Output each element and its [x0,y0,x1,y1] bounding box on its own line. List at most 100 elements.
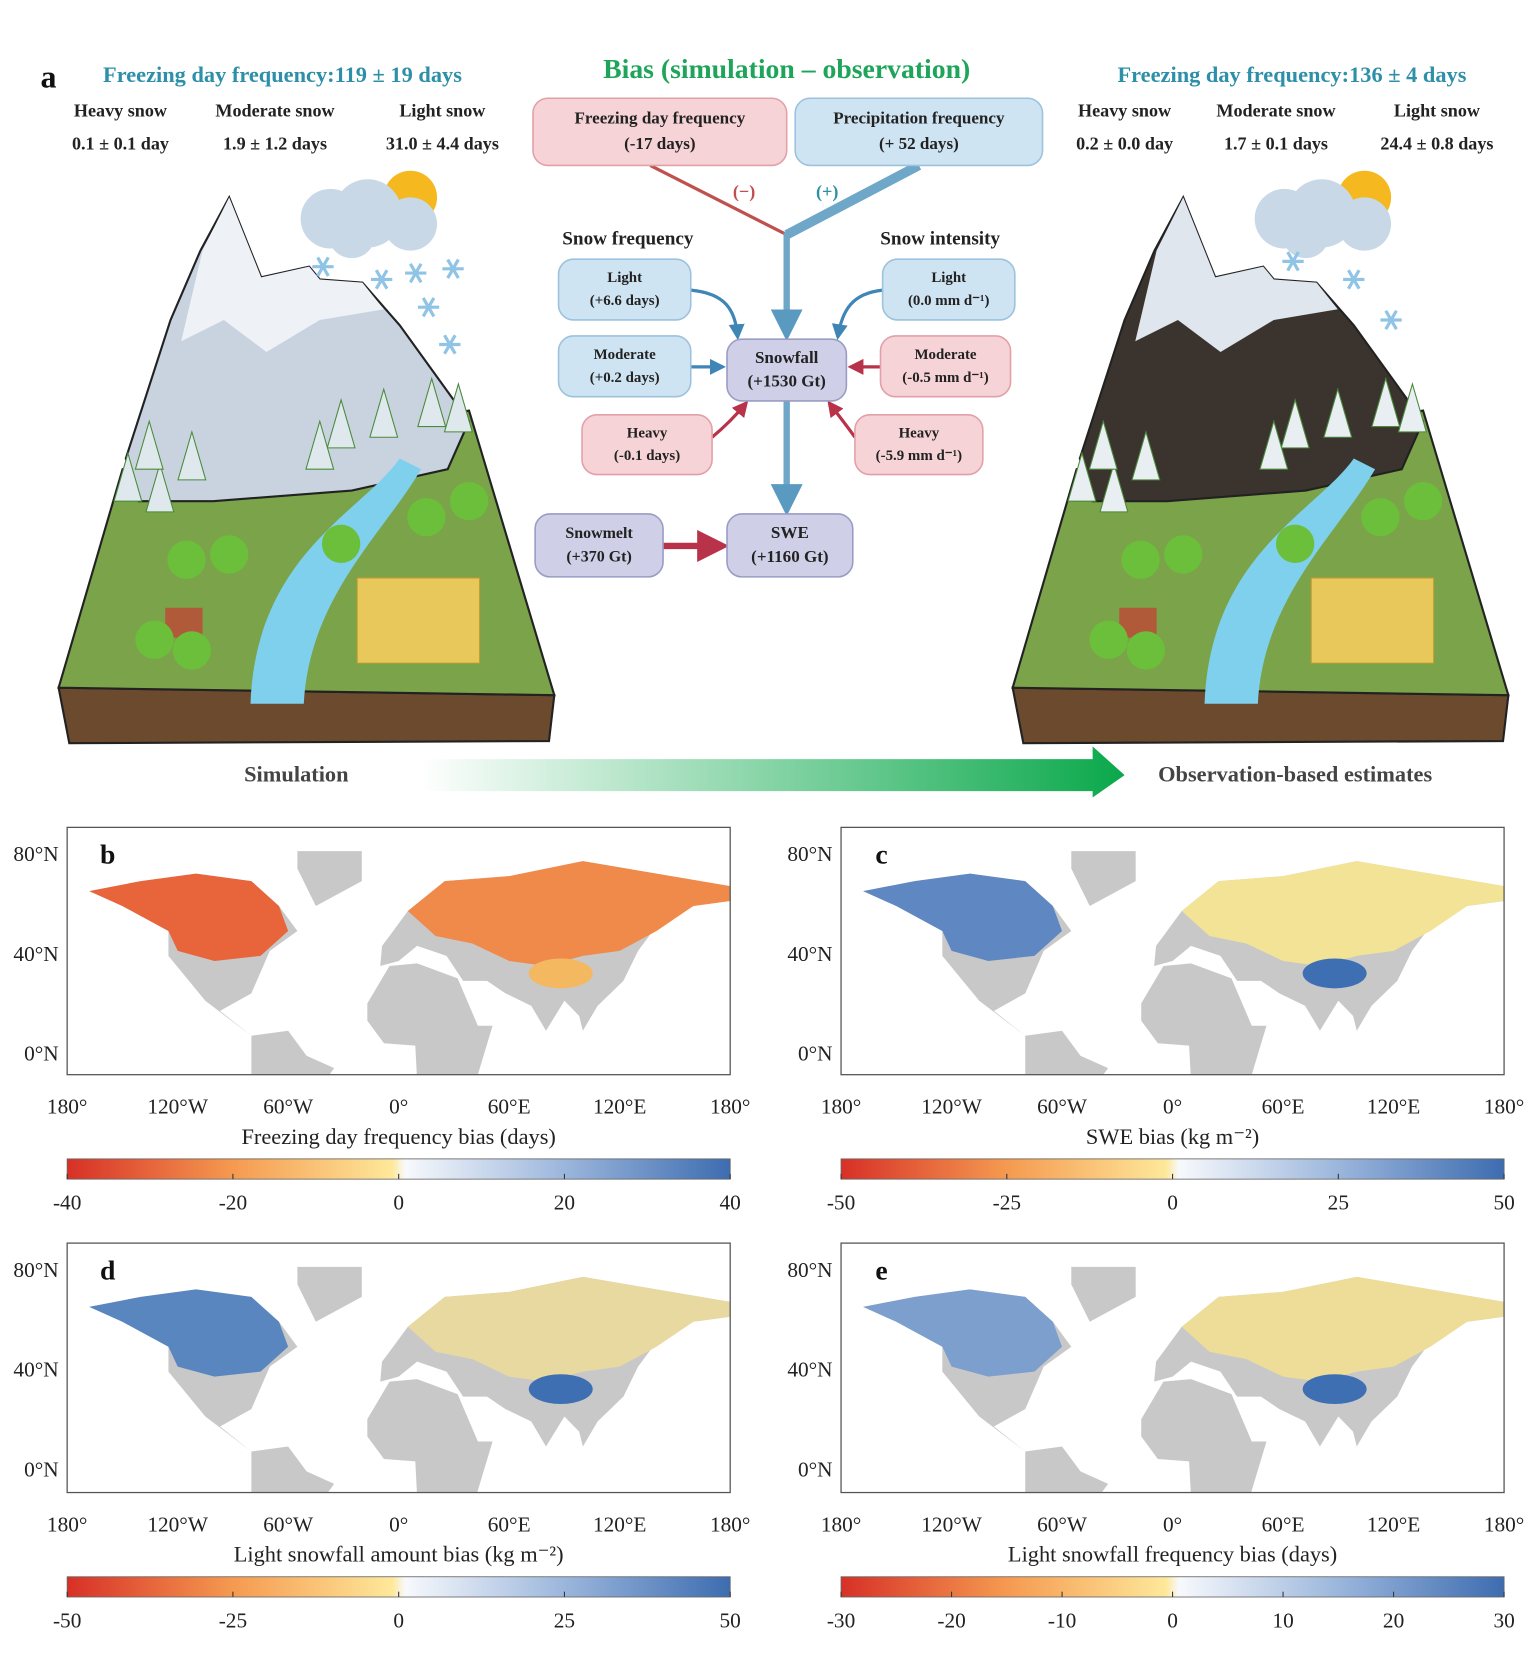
tree [305,419,335,470]
label: Freezing day frequency bias (days) [241,1124,555,1149]
label: 1.9 ± 1.2 days [223,133,327,153]
label: Bias (simulation – observation) [603,53,970,84]
connector [784,161,922,239]
land [1141,963,1267,1075]
cloud [383,197,438,251]
node-box [581,414,713,476]
label: Snow frequency [562,228,694,249]
label: 0° [1163,1095,1182,1119]
label: 0.2 ± 0.0 day [1076,133,1173,153]
label: Moderate [594,347,656,363]
map-frame [66,1242,731,1494]
tree [326,397,356,449]
label: -25 [993,1191,1021,1215]
label: -50 [53,1608,81,1632]
label: 180° [1484,1095,1524,1119]
label: Precipitation frequency [833,109,1005,128]
label: Heavy snow [1078,100,1171,120]
label: (+370 Gt) [566,549,631,566]
label: 30 [1493,1608,1514,1632]
label: (+0.2 days) [590,370,660,386]
label: Moderate [914,347,976,363]
tree [1099,461,1129,513]
label: 180° [1484,1513,1524,1537]
label: Heavy [899,425,940,441]
map [863,851,1505,1075]
tree [1131,429,1161,481]
label: 20 [1383,1608,1404,1632]
landscape [57,170,556,745]
node-box [726,513,854,578]
bush [1361,497,1400,537]
label: -20 [219,1191,247,1215]
label: 31.0 ± 4.4 days [386,133,499,153]
connector [831,288,883,341]
label: Heavy snow [74,100,167,120]
label: SWE [771,523,809,542]
label: (+) [816,181,838,202]
label: -25 [219,1608,247,1632]
label: 60°E [488,1095,531,1119]
snowflake [421,297,436,318]
label: 180° [710,1513,750,1537]
land [297,851,362,907]
label: b [100,839,115,870]
label: 60°E [488,1513,531,1537]
bush [167,540,206,580]
label: 0°N [24,1457,59,1481]
tree [443,382,473,433]
node-box [532,97,788,167]
label: 120°E [593,1095,646,1119]
map-frame [66,826,731,1076]
label: c [875,839,887,870]
label: Light [931,270,966,286]
snowflake [374,269,389,290]
region-eurasia [1181,1276,1505,1382]
snowflake [446,258,460,279]
label: (+ 52 days) [879,134,959,153]
region-tibet [1302,1374,1367,1405]
tree [1323,387,1353,438]
label: 40°N [13,1358,58,1382]
label: 25 [1328,1191,1349,1215]
river [250,458,422,704]
region-eurasia [407,1276,731,1382]
bush [1089,620,1128,659]
label: 40 [720,1191,741,1215]
region-tibet [1302,958,1367,989]
label: -10 [1048,1608,1076,1632]
label: Moderate snow [1216,100,1335,120]
label: 60°E [1262,1095,1305,1119]
label: a [41,59,57,94]
snowcap [1135,197,1338,352]
label: 120°W [921,1513,982,1537]
label: 0 [1167,1191,1178,1215]
bush [1275,524,1315,564]
map-frame [840,1242,1505,1494]
label: 180° [821,1095,861,1119]
field [356,577,481,664]
region-north-america [89,1289,289,1377]
label: 80°N [13,1258,58,1282]
label: 120°W [147,1095,208,1119]
node-box [557,335,692,398]
label: 60°W [1037,1513,1088,1537]
node-box [534,513,664,578]
map-frame [840,826,1505,1076]
label: 0° [1163,1513,1182,1537]
tree [369,387,399,438]
label: Simulation [244,761,349,786]
label: 40°N [787,942,832,966]
bush [1164,535,1203,574]
land [1141,1379,1267,1493]
tree [1371,376,1401,428]
label: -30 [827,1608,855,1632]
tree [145,461,175,513]
label: (-17 days) [624,134,696,153]
snowflake [1384,309,1398,331]
label: 40°N [13,942,58,966]
tree [177,429,207,481]
cloud [328,211,376,259]
snowflake [409,263,423,284]
label: 80°N [787,1258,832,1282]
